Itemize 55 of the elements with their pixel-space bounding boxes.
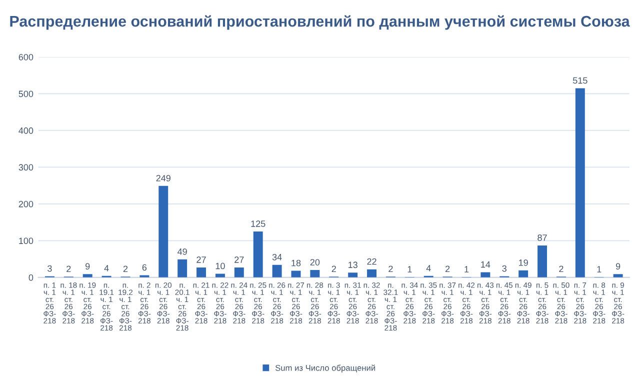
data-label: 27 (234, 256, 244, 263)
y-tick-label: 0 (28, 274, 34, 281)
data-label: 2 (332, 266, 336, 272)
data-label: 2 (388, 266, 393, 272)
y-tick-label: 300 (18, 164, 34, 171)
data-label: 1 (408, 266, 412, 272)
data-label: 18 (292, 260, 301, 266)
bar (310, 270, 320, 278)
data-label: 10 (216, 262, 225, 270)
data-label: 249 (156, 174, 170, 182)
data-label: 3 (502, 265, 506, 272)
data-label: 4 (104, 265, 109, 272)
bar (82, 274, 92, 278)
data-label: 34 (272, 254, 282, 260)
bar (518, 270, 528, 278)
data-label: 13 (348, 262, 358, 268)
data-label: 4 (426, 265, 431, 272)
y-tick-label: 500 (18, 90, 34, 98)
data-label: 6 (142, 264, 147, 271)
bar (367, 269, 377, 278)
bar (348, 272, 358, 278)
legend-label: Sum из Число обращений (275, 364, 376, 372)
data-label: 14 (481, 261, 490, 268)
data-label: 19 (518, 259, 528, 266)
y-tick-label: 400 (18, 127, 34, 134)
data-label: 27 (196, 256, 206, 263)
bar (215, 274, 225, 278)
data-label: 515 (572, 77, 588, 84)
data-label: 3 (48, 265, 52, 272)
data-label: 2 (123, 266, 128, 272)
bar (178, 259, 188, 278)
data-label: 2 (559, 266, 564, 272)
data-label: 1 (464, 266, 469, 272)
chart-title: Распределение оснований приостановлений по данным учетной системы Союза (10, 15, 630, 30)
bar (158, 186, 168, 278)
data-label: 87 (538, 234, 547, 241)
bar (196, 267, 206, 278)
y-tick-label: 200 (18, 200, 34, 208)
data-label: 2 (66, 266, 71, 272)
data-label: 1 (597, 266, 602, 272)
data-label: 2 (445, 266, 450, 272)
data-label: 125 (251, 220, 266, 227)
y-tick-label: 600 (18, 54, 34, 60)
bar (272, 264, 282, 278)
data-label: 49 (178, 248, 187, 255)
data-label: 9 (86, 263, 90, 270)
data-label: 22 (367, 258, 376, 265)
bar (253, 231, 263, 278)
data-label: 20 (310, 259, 320, 266)
y-tick-label: 100 (19, 238, 34, 244)
bar (613, 274, 623, 278)
bar (575, 88, 585, 278)
bar (538, 245, 548, 278)
bar (234, 267, 244, 278)
data-label: 9 (616, 263, 620, 270)
